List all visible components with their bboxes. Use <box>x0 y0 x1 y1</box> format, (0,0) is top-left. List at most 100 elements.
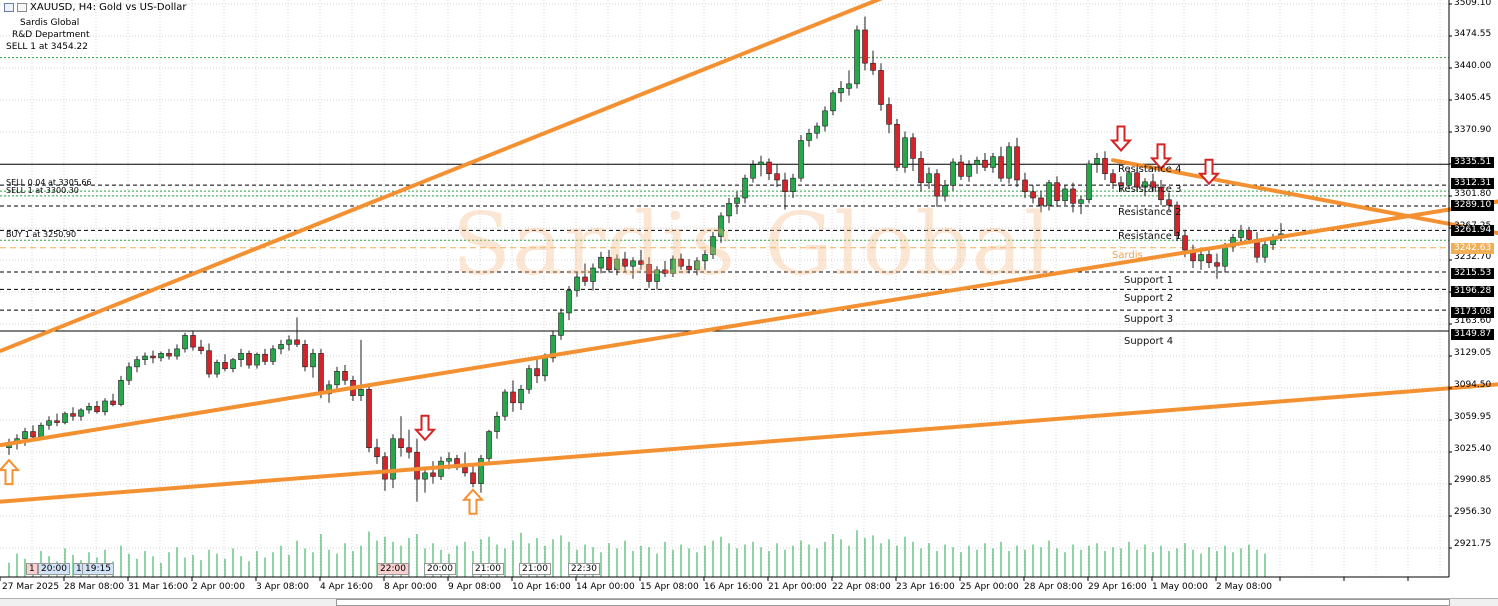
bear-candle <box>606 256 612 271</box>
bull-candle <box>158 353 164 359</box>
bear-candle <box>982 159 988 168</box>
sell-order-label-3: SELL 1 at 3300.30 <box>6 186 79 195</box>
x-tick: 31 Mar 16:00 <box>128 582 189 592</box>
bear-candle <box>1054 182 1060 201</box>
y-tick: 3405.45 <box>1454 93 1492 103</box>
period-tag: 1 <box>26 563 38 575</box>
x-tick: 23 Apr 16:00 <box>896 582 955 592</box>
bear-candle <box>150 355 156 359</box>
bull-candle <box>142 355 148 360</box>
sell-order-label: SELL 1 at 3454.22 <box>6 42 88 52</box>
bull-candle <box>550 335 556 359</box>
support-2-label: Support 2 <box>1124 293 1174 304</box>
bear-candle <box>934 173 940 197</box>
y-tick: 3163.60 <box>1454 316 1492 326</box>
bull-candle <box>102 400 108 413</box>
bull-candle <box>62 413 68 423</box>
bull-candle <box>334 371 340 386</box>
bull-candle <box>1142 181 1148 188</box>
bear-candle <box>1030 191 1036 199</box>
bull-candle <box>846 83 852 89</box>
bear-candle <box>1150 181 1156 188</box>
x-tick: 29 Apr 16:00 <box>1088 582 1147 592</box>
bull-candle <box>750 164 756 179</box>
bull-candle <box>118 380 124 405</box>
bear-candle <box>870 62 876 71</box>
bull-candle <box>854 29 860 85</box>
bear-candle <box>1214 262 1220 267</box>
bear-candle <box>406 447 412 453</box>
price-box-s2: 3196.28 <box>1451 286 1495 297</box>
chart-window-icon[interactable] <box>4 3 14 12</box>
chart-grid <box>0 0 1449 577</box>
bull-candle <box>486 431 492 459</box>
bear-candle <box>686 265 692 271</box>
bull-candle <box>566 290 572 314</box>
bear-candle <box>1134 172 1140 188</box>
y-tick: 3509.10 <box>1454 0 1492 8</box>
bull-candle <box>670 258 676 274</box>
bear-candle <box>302 344 308 368</box>
price-box-r3: 3312.31 <box>1451 178 1495 189</box>
bear-candle <box>998 156 1004 179</box>
price-box-bid: 3242.63 <box>1451 243 1495 254</box>
bull-candle <box>1262 244 1268 258</box>
bull-candle <box>1006 146 1012 179</box>
bear-candle <box>774 173 780 181</box>
bull-candle <box>702 254 708 262</box>
x-tick: 15 Apr 08:00 <box>640 582 699 592</box>
bear-candle <box>70 413 76 417</box>
support-3-label: Support 3 <box>1124 314 1174 325</box>
bull-candle <box>942 185 948 197</box>
bear-candle <box>470 472 476 484</box>
x-tick: 2 May 08:00 <box>1216 582 1272 592</box>
bear-candle <box>94 406 100 413</box>
bear-candle <box>54 420 60 423</box>
bear-candle <box>1166 199 1172 206</box>
x-tick: 25 Apr 00:00 <box>960 582 1019 592</box>
trend-line <box>0 0 883 353</box>
y-tick: 3370.90 <box>1454 125 1492 135</box>
y-tick: 3129.05 <box>1454 348 1492 358</box>
bear-candle <box>30 431 36 438</box>
trend-lines <box>0 0 1498 504</box>
bear-candle <box>1110 173 1116 183</box>
y-tick: 2921.75 <box>1454 539 1492 549</box>
company-name: Sardis Global <box>20 18 80 28</box>
price-box-s3: 3173.08 <box>1451 307 1495 318</box>
bull-candle <box>950 161 956 186</box>
bear-candle <box>582 276 588 282</box>
bull-candle <box>230 359 236 369</box>
bull-candle <box>182 335 188 350</box>
support-4-label: Support 4 <box>1124 336 1174 347</box>
bear-candle <box>222 362 228 369</box>
bull-candle <box>1222 246 1228 267</box>
bear-candle <box>342 371 348 381</box>
bull-candle <box>38 424 44 438</box>
bull-candle <box>278 344 284 350</box>
y-tick: 3440.00 <box>1454 61 1492 71</box>
y-tick: 2990.85 <box>1454 475 1492 485</box>
bull-candle <box>654 269 660 282</box>
period-tag: 22:30 <box>568 563 600 575</box>
bull-candle <box>822 110 828 127</box>
buy-order-label: BUY 1 at 3250.90 <box>6 230 77 239</box>
bull-candle <box>126 366 132 381</box>
bull-candle <box>790 177 796 192</box>
x-tick: 14 Apr 00:00 <box>576 582 635 592</box>
signal-arrows <box>0 125 1221 515</box>
bear-candle <box>366 389 372 449</box>
watermark: Sardis Global <box>452 195 1053 295</box>
x-tick: 28 Mar 08:00 <box>64 582 125 592</box>
bear-candle <box>246 353 252 366</box>
chart-window-icon-2[interactable] <box>17 3 27 12</box>
bull-candle <box>798 140 804 179</box>
x-tick: 2 Apr 00:00 <box>192 582 245 592</box>
bear-candle <box>878 70 884 105</box>
price-box-r1: 3261.94 <box>1451 225 1495 236</box>
bear-candle <box>638 260 644 265</box>
bear-candle <box>262 353 268 362</box>
bull-candle <box>358 389 364 396</box>
bear-candle <box>910 137 916 159</box>
